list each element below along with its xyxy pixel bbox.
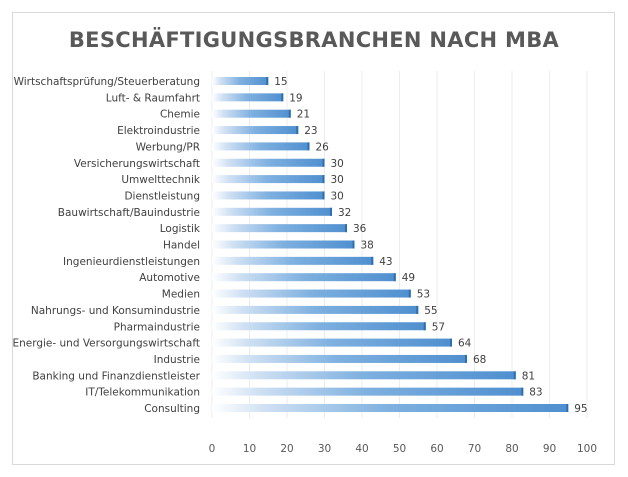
bar-end [322,175,325,184]
data-label: 30 [331,158,344,170]
category-label: Versicherungswirtschaft [74,158,200,170]
bar-end [423,322,426,331]
bar-end [465,354,467,363]
x-tick-label: 70 [468,443,481,455]
data-label: 30 [331,174,344,186]
bar [212,404,569,412]
bar [212,224,347,233]
bar-end [322,191,325,200]
category-label: Consulting [144,403,200,415]
bar [212,158,325,167]
category-label: Handel [163,240,200,252]
bar-end [521,387,524,396]
bar-end [307,142,310,151]
data-label: 23 [304,125,317,137]
bar-end [566,404,569,412]
category-label: Werbung/PR [136,141,200,153]
data-label: 21 [297,109,310,121]
bar [212,191,325,200]
category-label: Wirtschaftsprüfung/Steuerberatung [14,76,200,88]
bar [212,207,332,216]
category-label: Medien [162,289,200,301]
category-label: Chemie [160,109,200,121]
bar [212,387,524,396]
data-label: 36 [353,223,367,235]
category-label: Pharmaindustrie [114,321,200,333]
category-label: Logistik [160,223,201,235]
bar [212,93,284,102]
category-label: Industrie [154,354,200,366]
bar [212,305,419,314]
x-tick-label: 90 [543,443,556,455]
data-label: 32 [338,207,351,219]
chart-frame [12,12,615,465]
bar [212,322,426,331]
category-label: Banking und Finanzdienstleister [32,370,200,382]
bar-end [408,289,411,298]
category-label: IT/Telekommunikation [85,387,200,399]
x-tick-label: 50 [393,443,406,455]
bar-end [450,338,452,347]
bar [212,142,310,151]
bar-end [513,371,516,380]
data-label: 55 [424,305,437,317]
data-label: 57 [432,321,445,333]
bar-end [330,207,332,216]
data-label: 19 [289,92,302,104]
bar [212,289,411,298]
bar [212,371,516,380]
category-label: Bauwirtschaft/Bauindustrie [58,207,200,219]
bar-end [352,240,355,249]
bar-end [266,77,269,85]
x-tick-label: 60 [430,443,443,455]
bar [212,77,269,85]
data-label: 26 [316,141,330,153]
bar-end [281,93,284,102]
data-label: 49 [402,272,415,284]
bar [212,175,325,184]
x-tick-label: 10 [243,443,256,455]
bar [212,256,374,265]
bar-end [345,224,347,233]
x-tick-label: 100 [577,443,597,455]
data-label: 64 [458,338,472,350]
bar [212,109,291,118]
category-label: Automotive [139,272,200,284]
x-tick-label: 20 [280,443,293,455]
category-label: Umwelttechnik [121,174,201,186]
bar-end [288,109,291,118]
x-tick-label: 40 [355,443,368,455]
data-label: 43 [379,256,392,268]
data-label: 53 [417,289,430,301]
bar-end [322,158,325,167]
bar [212,354,467,363]
x-tick-label: 30 [318,443,331,455]
data-label: 30 [331,190,344,202]
category-label: Nahrungs- und Konsumindustrie [31,305,200,317]
data-label: 81 [522,370,535,382]
bar-end [296,126,299,135]
data-label: 68 [473,354,486,366]
x-tick-label: 80 [505,443,518,455]
x-tick-label: 0 [209,443,216,455]
bar-end [371,256,374,265]
data-label: 95 [574,403,587,415]
bar [212,273,396,282]
bar-end [393,273,396,282]
data-label: 83 [529,387,542,399]
bar-end [416,305,419,314]
data-label: 38 [361,240,374,252]
chart-title: BESCHÄFTIGUNGSBRANCHEN NACH MBA [69,27,560,52]
bar [212,338,452,347]
data-label: 15 [274,76,287,88]
category-label: Energie- und Versorgungswirtschaft [12,338,200,350]
category-label: Luft- & Raumfahrt [106,92,200,104]
category-label: Elektroindustrie [117,125,200,137]
category-label: Ingenieurdienstleistungen [63,256,200,268]
bar [212,240,355,249]
bar [212,126,299,135]
category-label: Dienstleistung [124,190,200,202]
